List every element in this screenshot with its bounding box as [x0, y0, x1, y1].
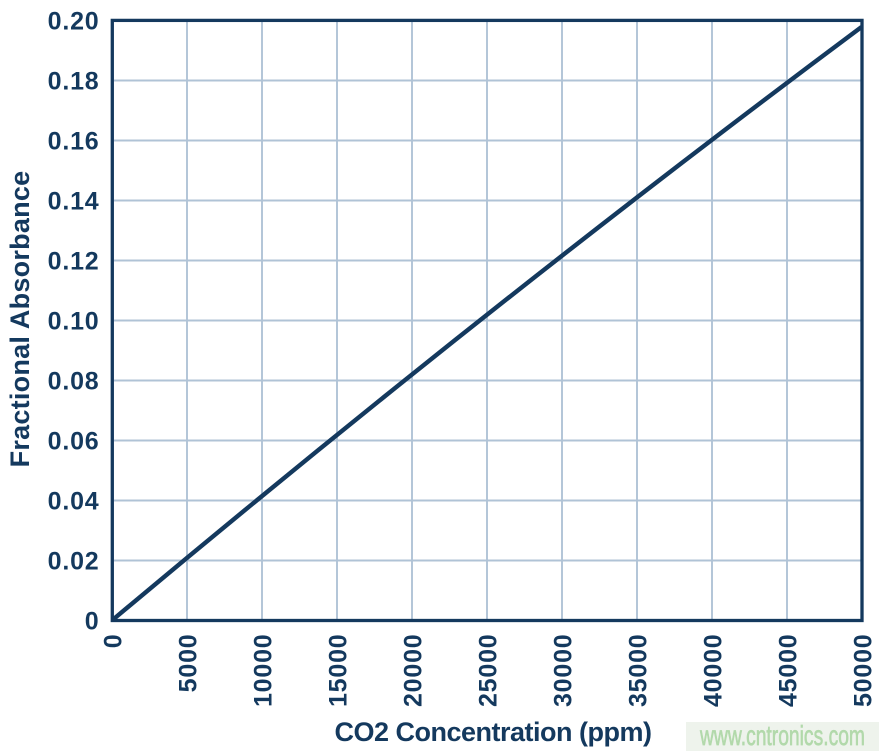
svg-text:CO2 Concentration (ppm): CO2 Concentration (ppm)	[335, 717, 652, 747]
svg-text:15000: 15000	[325, 634, 353, 708]
svg-text:0.16: 0.16	[48, 128, 100, 156]
svg-text:0.02: 0.02	[48, 548, 100, 576]
svg-text:0.20: 0.20	[48, 8, 100, 36]
svg-text:0.06: 0.06	[48, 428, 100, 456]
svg-text:45000: 45000	[775, 634, 803, 708]
svg-text:40000: 40000	[700, 634, 728, 708]
svg-text:20000: 20000	[400, 634, 428, 708]
svg-text:50000: 50000	[850, 634, 878, 708]
svg-text:10000: 10000	[250, 634, 278, 708]
svg-text:30000: 30000	[550, 634, 578, 708]
svg-text:25000: 25000	[475, 634, 503, 708]
svg-text:0.12: 0.12	[48, 248, 100, 276]
svg-text:Fractional Absorbance: Fractional Absorbance	[5, 171, 35, 468]
svg-text:0.18: 0.18	[48, 68, 100, 96]
svg-text:0.10: 0.10	[48, 308, 100, 336]
svg-text:0: 0	[100, 634, 128, 649]
svg-text:5000: 5000	[175, 634, 203, 693]
svg-text:0: 0	[85, 608, 100, 636]
svg-text:www.cntronics.com: www.cntronics.com	[699, 720, 865, 751]
svg-text:0.04: 0.04	[48, 488, 100, 516]
svg-text:0.08: 0.08	[48, 368, 100, 396]
svg-text:35000: 35000	[625, 634, 653, 708]
svg-text:0.14: 0.14	[48, 188, 100, 216]
